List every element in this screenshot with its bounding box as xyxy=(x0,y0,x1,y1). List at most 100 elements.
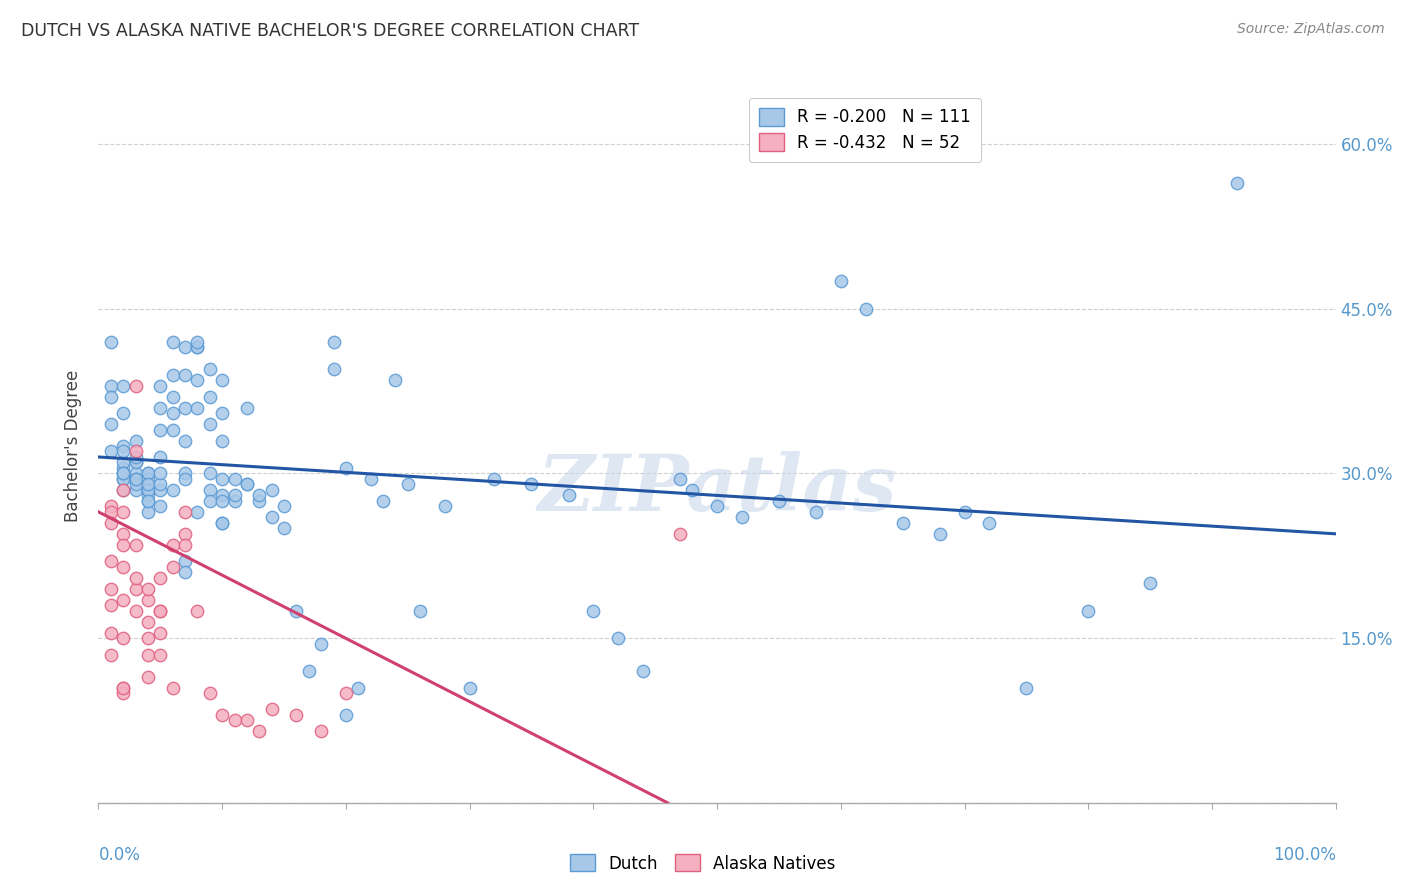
Point xyxy=(124,483,146,497)
Point xyxy=(136,483,159,497)
Point xyxy=(198,467,221,481)
Point xyxy=(124,467,146,481)
Point xyxy=(198,686,221,700)
Point xyxy=(458,681,481,695)
Point xyxy=(285,708,308,723)
Point xyxy=(891,516,914,530)
Point xyxy=(149,604,172,618)
Point xyxy=(100,582,122,596)
Text: 0.0%: 0.0% xyxy=(98,846,141,863)
Point xyxy=(273,500,295,514)
Point xyxy=(149,500,172,514)
Point xyxy=(384,373,406,387)
Point xyxy=(186,604,208,618)
Point xyxy=(224,472,246,486)
Point xyxy=(100,500,122,514)
Point xyxy=(112,472,135,486)
Point xyxy=(149,483,172,497)
Point xyxy=(174,340,197,354)
Point xyxy=(136,669,159,683)
Point xyxy=(174,467,197,481)
Point xyxy=(174,538,197,552)
Point xyxy=(335,686,357,700)
Point xyxy=(136,467,159,481)
Point xyxy=(124,472,146,486)
Point xyxy=(669,526,692,541)
Point xyxy=(124,444,146,458)
Point xyxy=(112,467,135,481)
Point xyxy=(136,483,159,497)
Point xyxy=(198,362,221,376)
Point xyxy=(371,494,394,508)
Point xyxy=(112,526,135,541)
Point xyxy=(582,604,605,618)
Text: ZIPatlas: ZIPatlas xyxy=(537,450,897,527)
Point xyxy=(162,406,184,420)
Point xyxy=(124,450,146,464)
Point xyxy=(360,472,382,486)
Point xyxy=(211,434,233,448)
Point xyxy=(211,472,233,486)
Point xyxy=(112,439,135,453)
Point xyxy=(136,494,159,508)
Text: Source: ZipAtlas.com: Source: ZipAtlas.com xyxy=(1237,22,1385,37)
Point xyxy=(409,604,432,618)
Point xyxy=(149,648,172,662)
Point xyxy=(186,340,208,354)
Point xyxy=(260,510,283,524)
Point xyxy=(174,505,197,519)
Point xyxy=(136,592,159,607)
Point xyxy=(669,472,692,486)
Point xyxy=(136,483,159,497)
Point xyxy=(112,538,135,552)
Point xyxy=(100,516,122,530)
Point xyxy=(136,505,159,519)
Point xyxy=(136,582,159,596)
Point xyxy=(285,604,308,618)
Point xyxy=(979,516,1001,530)
Point xyxy=(855,301,877,316)
Point xyxy=(309,724,332,739)
Point xyxy=(149,477,172,491)
Point xyxy=(186,401,208,415)
Point xyxy=(520,477,543,491)
Point xyxy=(100,378,122,392)
Point xyxy=(198,483,221,497)
Point xyxy=(396,477,419,491)
Point xyxy=(149,423,172,437)
Point xyxy=(928,526,950,541)
Point xyxy=(247,724,270,739)
Point xyxy=(1226,176,1249,190)
Point xyxy=(112,681,135,695)
Point xyxy=(124,582,146,596)
Point xyxy=(112,444,135,458)
Point xyxy=(100,505,122,519)
Point xyxy=(211,406,233,420)
Point xyxy=(174,566,197,580)
Point xyxy=(260,483,283,497)
Point xyxy=(112,631,135,645)
Point xyxy=(211,516,233,530)
Point xyxy=(236,477,259,491)
Point xyxy=(162,334,184,349)
Text: DUTCH VS ALASKA NATIVE BACHELOR'S DEGREE CORRELATION CHART: DUTCH VS ALASKA NATIVE BACHELOR'S DEGREE… xyxy=(21,22,640,40)
Point xyxy=(198,494,221,508)
Point xyxy=(124,538,146,552)
Point xyxy=(186,340,208,354)
Point xyxy=(236,477,259,491)
Point xyxy=(136,615,159,629)
Point xyxy=(136,488,159,502)
Point xyxy=(100,648,122,662)
Point xyxy=(174,526,197,541)
Point xyxy=(211,708,233,723)
Point xyxy=(174,554,197,568)
Point xyxy=(1077,604,1099,618)
Point xyxy=(211,373,233,387)
Point xyxy=(112,467,135,481)
Point xyxy=(224,714,246,728)
Point xyxy=(804,505,827,519)
Point xyxy=(322,334,344,349)
Point xyxy=(112,455,135,469)
Point xyxy=(174,434,197,448)
Point xyxy=(136,494,159,508)
